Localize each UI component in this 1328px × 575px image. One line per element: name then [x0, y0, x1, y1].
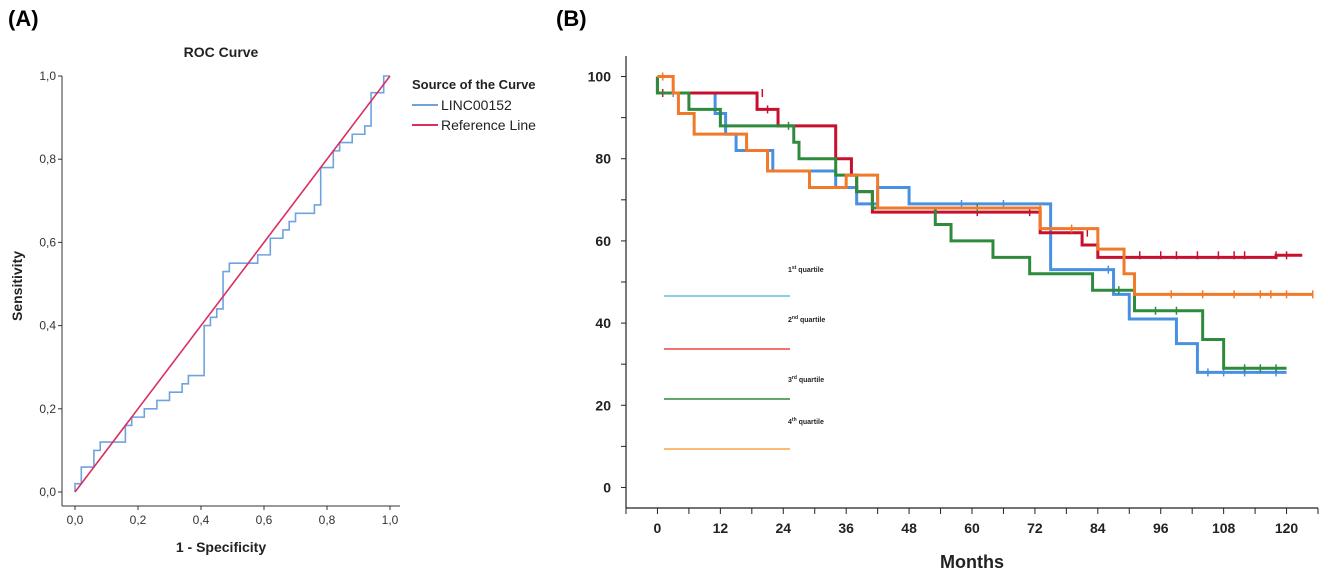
km-legend-label: 2nd quartile — [788, 315, 825, 324]
roc-x-tick-label: 0,8 — [319, 513, 336, 527]
roc-x-tick-label: 0,2 — [130, 513, 147, 527]
km-legend-label: 1st quartile — [788, 265, 824, 274]
roc-y-tick-label: 0,6 — [39, 235, 56, 249]
roc-title: ROC Curve — [184, 44, 259, 60]
km-x-tick-label: 60 — [964, 520, 980, 536]
km-x-tick-label: 48 — [901, 520, 917, 536]
km-y-tick-label: 100 — [588, 69, 612, 85]
km-y-tick-label: 60 — [595, 233, 611, 249]
roc-series-linc00152 — [74, 75, 390, 492]
roc-x-tick-label: 1,0 — [382, 513, 399, 527]
roc-legend-title: Source of the Curve — [412, 77, 536, 92]
roc-legend-label: LINC00152 — [441, 97, 512, 113]
roc-y-tick-label: 0,2 — [39, 402, 56, 416]
roc-y-tick-label: 0,0 — [39, 485, 56, 499]
km-legend-label: 4th quartile — [788, 417, 824, 426]
km-x-tick-label: 96 — [1153, 520, 1169, 536]
km-y-tick-label: 40 — [595, 315, 611, 331]
roc-y-tick-label: 0,8 — [39, 152, 56, 166]
km-y-tick-label: 80 — [595, 151, 611, 167]
km-x-tick-label: 108 — [1212, 520, 1236, 536]
km-series-red — [655, 76, 1303, 259]
panel-b-label: (B) — [556, 6, 587, 31]
roc-y-label: Sensitivity — [9, 251, 25, 321]
km-y-tick-label: 20 — [595, 397, 611, 413]
panel-a-label: (A) — [8, 6, 39, 31]
km-x-tick-label: 24 — [775, 520, 791, 536]
roc-x-label: 1 - Specificity — [176, 539, 266, 555]
roc-x-tick-label: 0,6 — [256, 513, 273, 527]
roc-x-tick-label: 0,0 — [67, 513, 84, 527]
km-series-green — [655, 76, 1287, 370]
km-x-tick-label: 12 — [713, 520, 729, 536]
km-x-tick-label: 84 — [1090, 520, 1106, 536]
km-y-tick-label: 0 — [603, 479, 611, 495]
km-x-tick-label: 0 — [654, 520, 662, 536]
roc-series-reference-line — [74, 75, 391, 493]
km-x-tick-label: 120 — [1275, 520, 1299, 536]
roc-x-tick-label: 0,4 — [193, 513, 210, 527]
roc-y-tick-label: 0,4 — [39, 319, 56, 333]
roc-y-tick-label: 1,0 — [39, 69, 56, 83]
km-series-blue — [655, 76, 1287, 374]
km-series-orange — [657, 75, 1313, 296]
km-x-tick-label: 72 — [1027, 520, 1043, 536]
km-x-tick-label: 36 — [838, 520, 854, 536]
km-legend-label: 3rd quartile — [788, 375, 824, 384]
km-x-label: Months — [940, 552, 1004, 572]
roc-legend-label: Reference Line — [441, 117, 536, 133]
